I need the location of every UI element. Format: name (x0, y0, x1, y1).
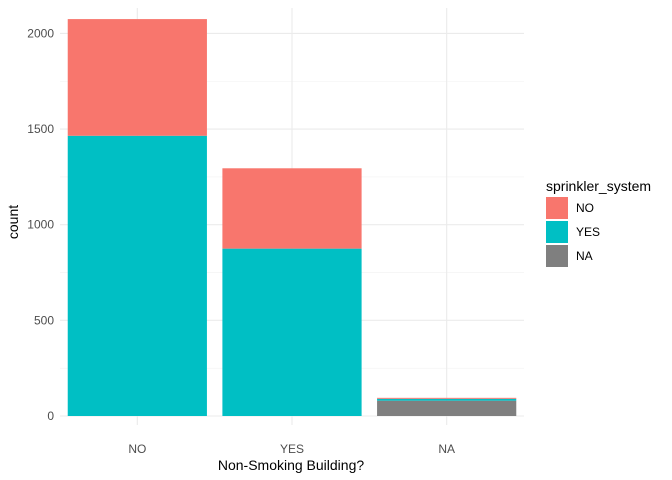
legend: sprinkler_system NO YES NA (546, 178, 651, 267)
bar-na-yes (377, 398, 517, 401)
x-axis-title: Non-Smoking Building? (218, 457, 365, 473)
bar-no-yes (67, 135, 207, 416)
y-axis-ticks: 0 500 1000 1500 2000 (27, 26, 54, 423)
y-tick-label: 500 (34, 313, 54, 327)
bars (67, 19, 517, 416)
bar-na-no (377, 397, 517, 399)
y-axis-title: count (5, 205, 21, 239)
x-axis-ticks: NO YES NA (128, 442, 455, 456)
bar-yes-yes (222, 248, 362, 416)
legend-key-no (546, 197, 568, 219)
legend-key-yes (546, 221, 568, 243)
legend-label-yes: YES (576, 225, 600, 239)
y-tick-label: 0 (47, 409, 54, 423)
bar-yes-no (222, 168, 362, 249)
x-tick-label: NA (438, 442, 455, 456)
legend-title: sprinkler_system (546, 178, 651, 194)
y-tick-label: 2000 (27, 26, 54, 40)
legend-label-na: NA (576, 249, 593, 263)
bar-no-no (67, 19, 207, 136)
x-tick-label: NO (128, 442, 146, 456)
legend-label-no: NO (576, 201, 594, 215)
legend-key-na (546, 245, 568, 267)
legend-items: NO YES NA (546, 197, 600, 267)
y-tick-label: 1500 (27, 122, 54, 136)
bar-na-na (377, 400, 517, 416)
x-tick-label: YES (280, 442, 304, 456)
y-tick-label: 1000 (27, 218, 54, 232)
